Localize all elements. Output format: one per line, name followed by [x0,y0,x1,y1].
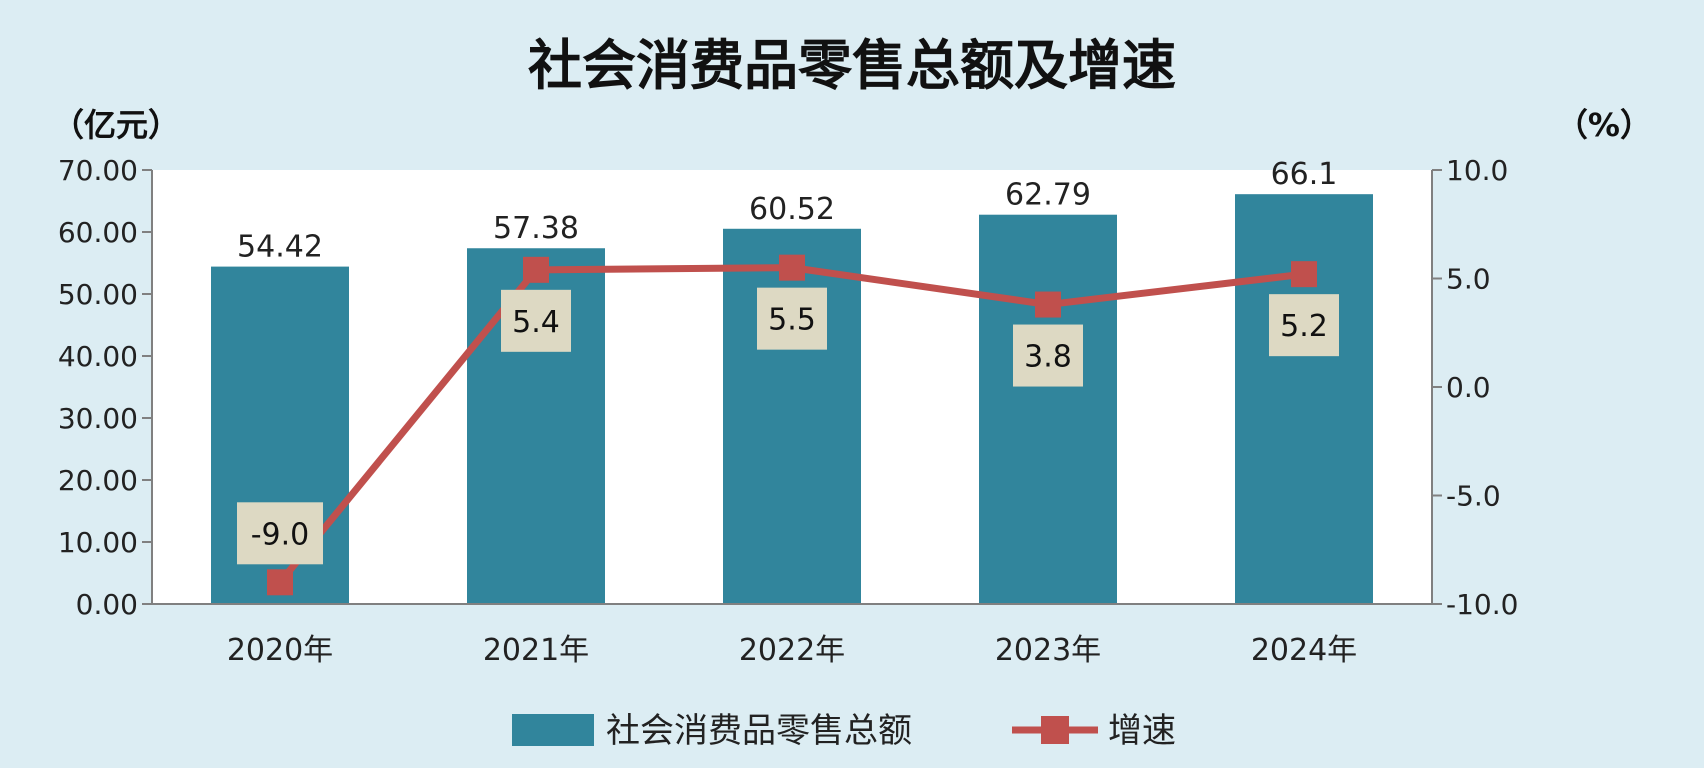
x-tick-label: 2020年 [227,633,333,668]
left-tick-label: 20.00 [58,464,138,497]
growth-rate-label-box [501,289,571,352]
left-tick-label: 40.00 [58,340,138,373]
left-tick-label: 60.00 [58,216,138,249]
bar-value-label: 57.38 [493,211,579,246]
bar [723,228,861,604]
right-tick-label: 5.0 [1446,263,1491,296]
growth-rate-marker [1035,291,1061,318]
growth-rate-label: 5.4 [512,305,560,340]
left-tick-label: 70.00 [58,154,138,187]
legend: 社会消费品零售总额 增速 [512,711,1176,751]
legend-label-line: 增速 [1108,711,1176,751]
x-tick-label: 2024年 [1251,633,1357,668]
x-tick-label: 2023年 [995,633,1101,668]
plot-area: 0.00 10.00 20.00 30.00 40.00 50.00 60.00 70.00 -… [58,154,1519,668]
chart-title: 社会消费品零售总额及增速 [528,34,1176,97]
growth-rate-label: 5.2 [1280,309,1328,344]
bar [979,214,1117,604]
bar-value-label: 60.52 [749,192,835,227]
x-tick-label: 2021年 [483,633,589,668]
growth-rate-label: 5.5 [768,303,816,338]
left-tick-label: 30.00 [58,402,138,435]
growth-rate-label: 3.8 [1024,340,1072,375]
growth-rate-label-box [1013,324,1083,387]
right-tick-label: -5.0 [1446,480,1501,513]
growth-rate-label-box [237,502,323,565]
right-tick-label: 0.0 [1446,371,1491,404]
legend-label-bar: 社会消费品零售总额 [606,711,912,751]
growth-rate-label-box [757,287,827,350]
bar-value-label: 66.1 [1271,157,1338,192]
right-axis-unit: （%） [1556,106,1652,144]
growth-rate-marker [1291,261,1317,288]
legend-swatch-bar [512,714,594,746]
growth-rate-marker [779,254,805,281]
growth-rate-label: -9.0 [251,517,310,552]
right-tick-label: -10.0 [1446,588,1518,621]
right-tick-label: 10.0 [1446,154,1508,187]
growth-rate-label-box [1269,294,1339,357]
bar [1235,194,1373,604]
growth-rate-marker [523,256,549,283]
growth-rate-marker [267,569,293,596]
x-tick-label: 2022年 [739,633,845,668]
bar-value-label: 62.79 [1005,178,1091,213]
bar-value-label: 54.42 [237,230,323,265]
legend-swatch-marker [1041,716,1069,744]
left-tick-label: 0.00 [76,588,138,621]
left-tick-label: 50.00 [58,278,138,311]
left-tick-label: 10.00 [58,526,138,559]
left-axis-unit: （亿元） [52,106,180,144]
